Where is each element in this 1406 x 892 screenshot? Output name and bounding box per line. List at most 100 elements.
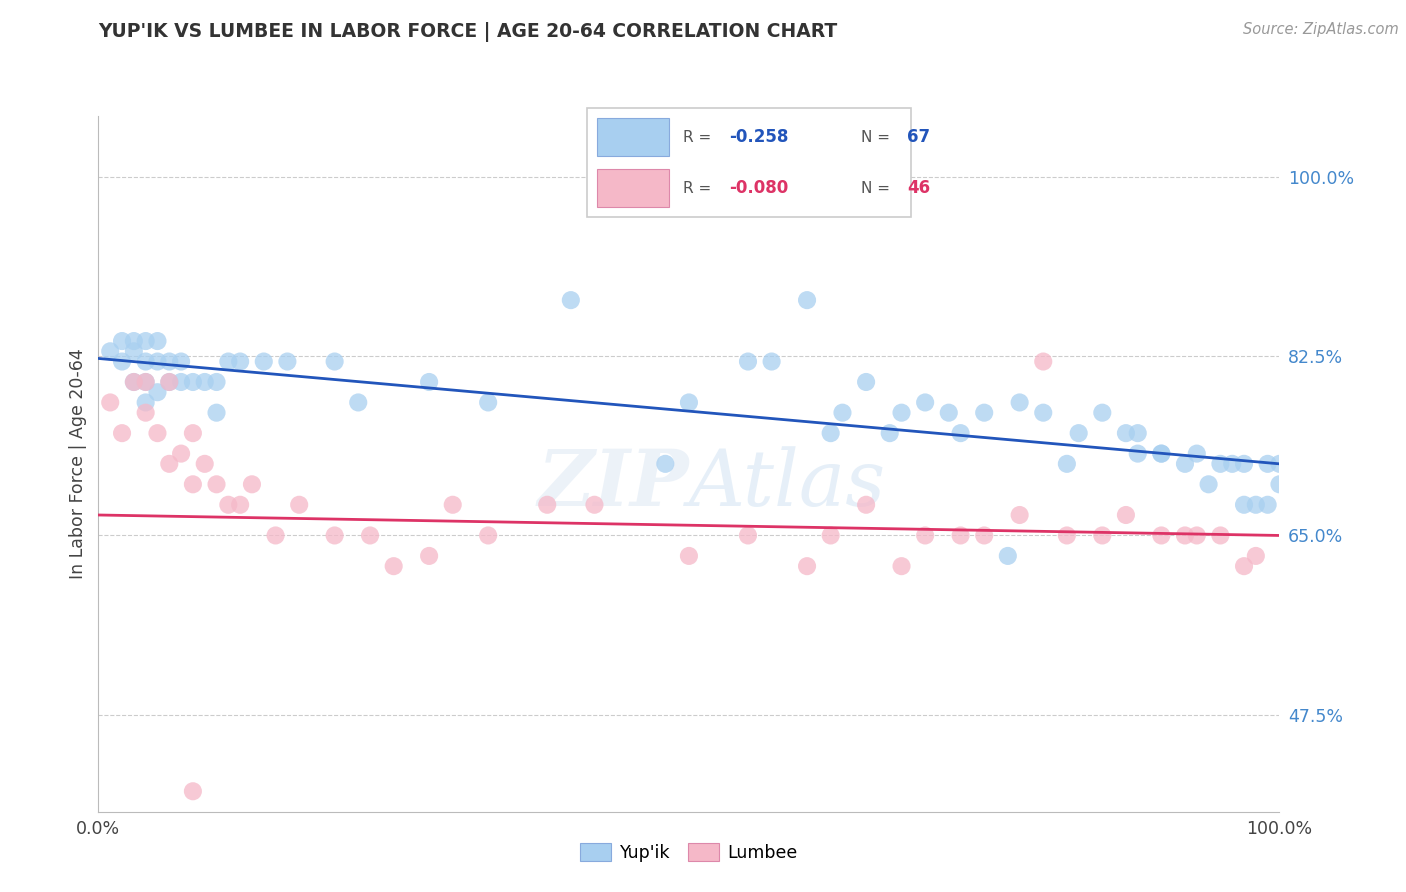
Point xyxy=(1174,528,1197,542)
Point xyxy=(1198,477,1220,491)
Point xyxy=(111,426,134,441)
Point xyxy=(288,498,311,512)
Point xyxy=(194,375,217,389)
Point xyxy=(135,406,157,420)
Text: 46: 46 xyxy=(907,179,931,197)
Point xyxy=(264,528,287,542)
Point xyxy=(737,528,759,542)
Point xyxy=(536,498,558,512)
Point xyxy=(1056,528,1078,542)
Point xyxy=(418,375,440,389)
Point xyxy=(1067,426,1090,441)
Point xyxy=(1115,426,1137,441)
Point xyxy=(1233,498,1256,512)
Point xyxy=(98,395,121,409)
Point xyxy=(560,293,582,307)
Point xyxy=(217,354,239,368)
Text: 67: 67 xyxy=(907,128,931,146)
Text: N =: N = xyxy=(860,181,894,196)
Point xyxy=(831,406,853,420)
Point xyxy=(122,344,145,359)
Point xyxy=(181,375,204,389)
FancyBboxPatch shape xyxy=(586,108,911,218)
Point xyxy=(323,354,346,368)
Point xyxy=(949,426,972,441)
Point xyxy=(1209,457,1232,471)
Point xyxy=(477,528,499,542)
Point xyxy=(205,477,228,491)
Point xyxy=(796,293,818,307)
Point xyxy=(1244,498,1267,512)
Text: -0.080: -0.080 xyxy=(728,179,789,197)
Point xyxy=(170,375,193,389)
Point xyxy=(135,375,157,389)
Point xyxy=(135,395,157,409)
Point xyxy=(820,426,842,441)
Point xyxy=(111,354,134,368)
Bar xyxy=(596,169,669,208)
Point xyxy=(1268,477,1291,491)
Point xyxy=(181,477,204,491)
Point xyxy=(1244,549,1267,563)
Point xyxy=(157,375,180,389)
Point xyxy=(135,334,157,348)
Point xyxy=(1174,457,1197,471)
Point xyxy=(796,559,818,574)
Text: N =: N = xyxy=(860,129,894,145)
Point xyxy=(997,549,1019,563)
Point xyxy=(1126,447,1149,461)
Point xyxy=(914,395,936,409)
Point xyxy=(122,375,145,389)
Point xyxy=(678,395,700,409)
Point xyxy=(879,426,901,441)
Text: YUP'IK VS LUMBEE IN LABOR FORCE | AGE 20-64 CORRELATION CHART: YUP'IK VS LUMBEE IN LABOR FORCE | AGE 20… xyxy=(98,22,838,42)
Point xyxy=(973,406,995,420)
Point xyxy=(359,528,381,542)
Point xyxy=(229,498,252,512)
Point xyxy=(170,447,193,461)
Point xyxy=(122,334,145,348)
Point xyxy=(890,406,912,420)
Point xyxy=(217,498,239,512)
Point xyxy=(914,528,936,542)
Point xyxy=(205,406,228,420)
Point xyxy=(938,406,960,420)
Text: R =: R = xyxy=(683,129,716,145)
Legend: Yup'ik, Lumbee: Yup'ik, Lumbee xyxy=(574,837,804,869)
Text: R =: R = xyxy=(683,181,716,196)
Point xyxy=(157,375,180,389)
Point xyxy=(170,354,193,368)
Point xyxy=(253,354,276,368)
Point xyxy=(1233,559,1256,574)
Point xyxy=(1185,528,1208,542)
Point xyxy=(1257,457,1279,471)
Point xyxy=(855,375,877,389)
Point xyxy=(949,528,972,542)
Point xyxy=(146,426,169,441)
Text: Atlas: Atlas xyxy=(689,447,886,523)
Point xyxy=(973,528,995,542)
Point xyxy=(855,498,877,512)
Point xyxy=(382,559,405,574)
Point xyxy=(276,354,298,368)
Point xyxy=(1150,447,1173,461)
Point xyxy=(1126,426,1149,441)
Point xyxy=(146,385,169,400)
Y-axis label: In Labor Force | Age 20-64: In Labor Force | Age 20-64 xyxy=(69,349,87,579)
Point xyxy=(194,457,217,471)
Point xyxy=(135,354,157,368)
Point xyxy=(1008,508,1031,522)
Point xyxy=(1091,406,1114,420)
Point xyxy=(890,559,912,574)
Point xyxy=(1008,395,1031,409)
Point xyxy=(1115,508,1137,522)
Point xyxy=(477,395,499,409)
Point xyxy=(347,395,370,409)
Point xyxy=(240,477,263,491)
Point xyxy=(1233,457,1256,471)
Point xyxy=(98,344,121,359)
Point xyxy=(181,426,204,441)
Point xyxy=(1150,528,1173,542)
Point xyxy=(181,784,204,798)
Point xyxy=(737,354,759,368)
